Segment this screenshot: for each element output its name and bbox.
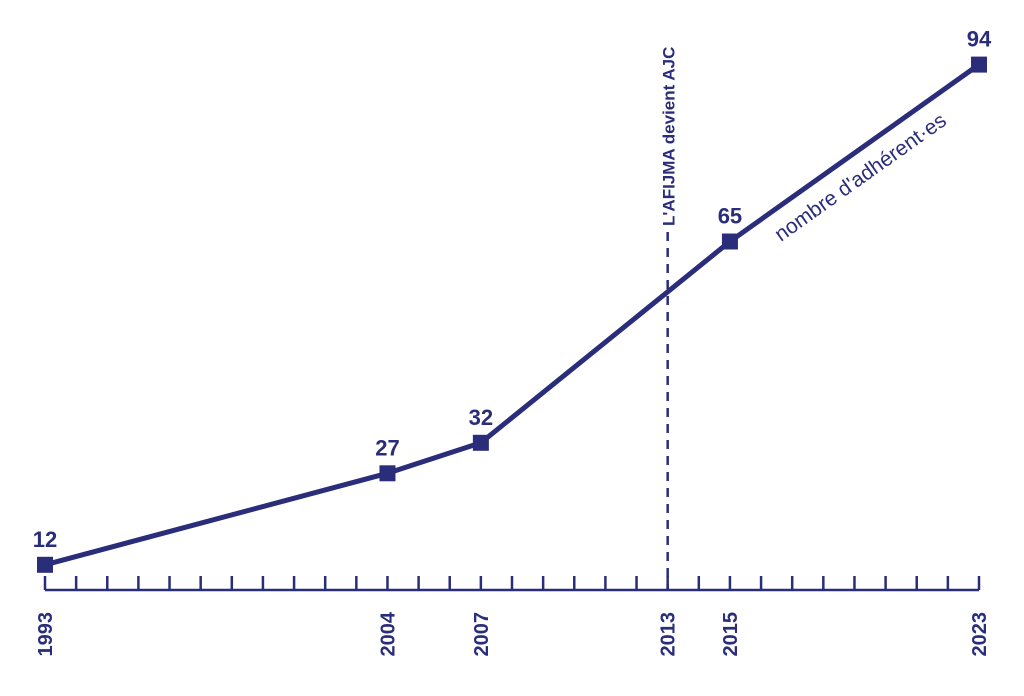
x-tick-label: 1993 <box>35 612 57 657</box>
series <box>37 56 987 573</box>
data-label: 94 <box>967 27 992 52</box>
data-point <box>472 434 489 451</box>
event-annotation: L'AFIJMA devient AJC <box>660 47 679 590</box>
event-label: L'AFIJMA devient AJC <box>660 47 679 226</box>
x-axis <box>43 576 981 592</box>
x-tick-label: 2004 <box>377 611 399 656</box>
data-point <box>721 233 738 250</box>
data-label: 27 <box>375 435 399 460</box>
x-tick-label: 2007 <box>471 612 493 657</box>
data-point <box>37 556 53 573</box>
data-label: 12 <box>33 527 57 552</box>
data-point <box>379 465 396 482</box>
labels: 1993 2004 2007 2013 2015 2023 12 27 32 65 94 nombre… <box>33 27 992 657</box>
data-point <box>971 56 987 73</box>
series-line <box>44 62 981 568</box>
x-tick-label: 2023 <box>969 612 991 657</box>
x-tick-label: 2013 <box>658 612 680 657</box>
x-tick-label: 2015 <box>720 612 742 657</box>
data-label: 32 <box>469 405 493 430</box>
data-label: 65 <box>718 204 742 229</box>
series-label: nombre d'adhérent·es <box>770 109 950 246</box>
